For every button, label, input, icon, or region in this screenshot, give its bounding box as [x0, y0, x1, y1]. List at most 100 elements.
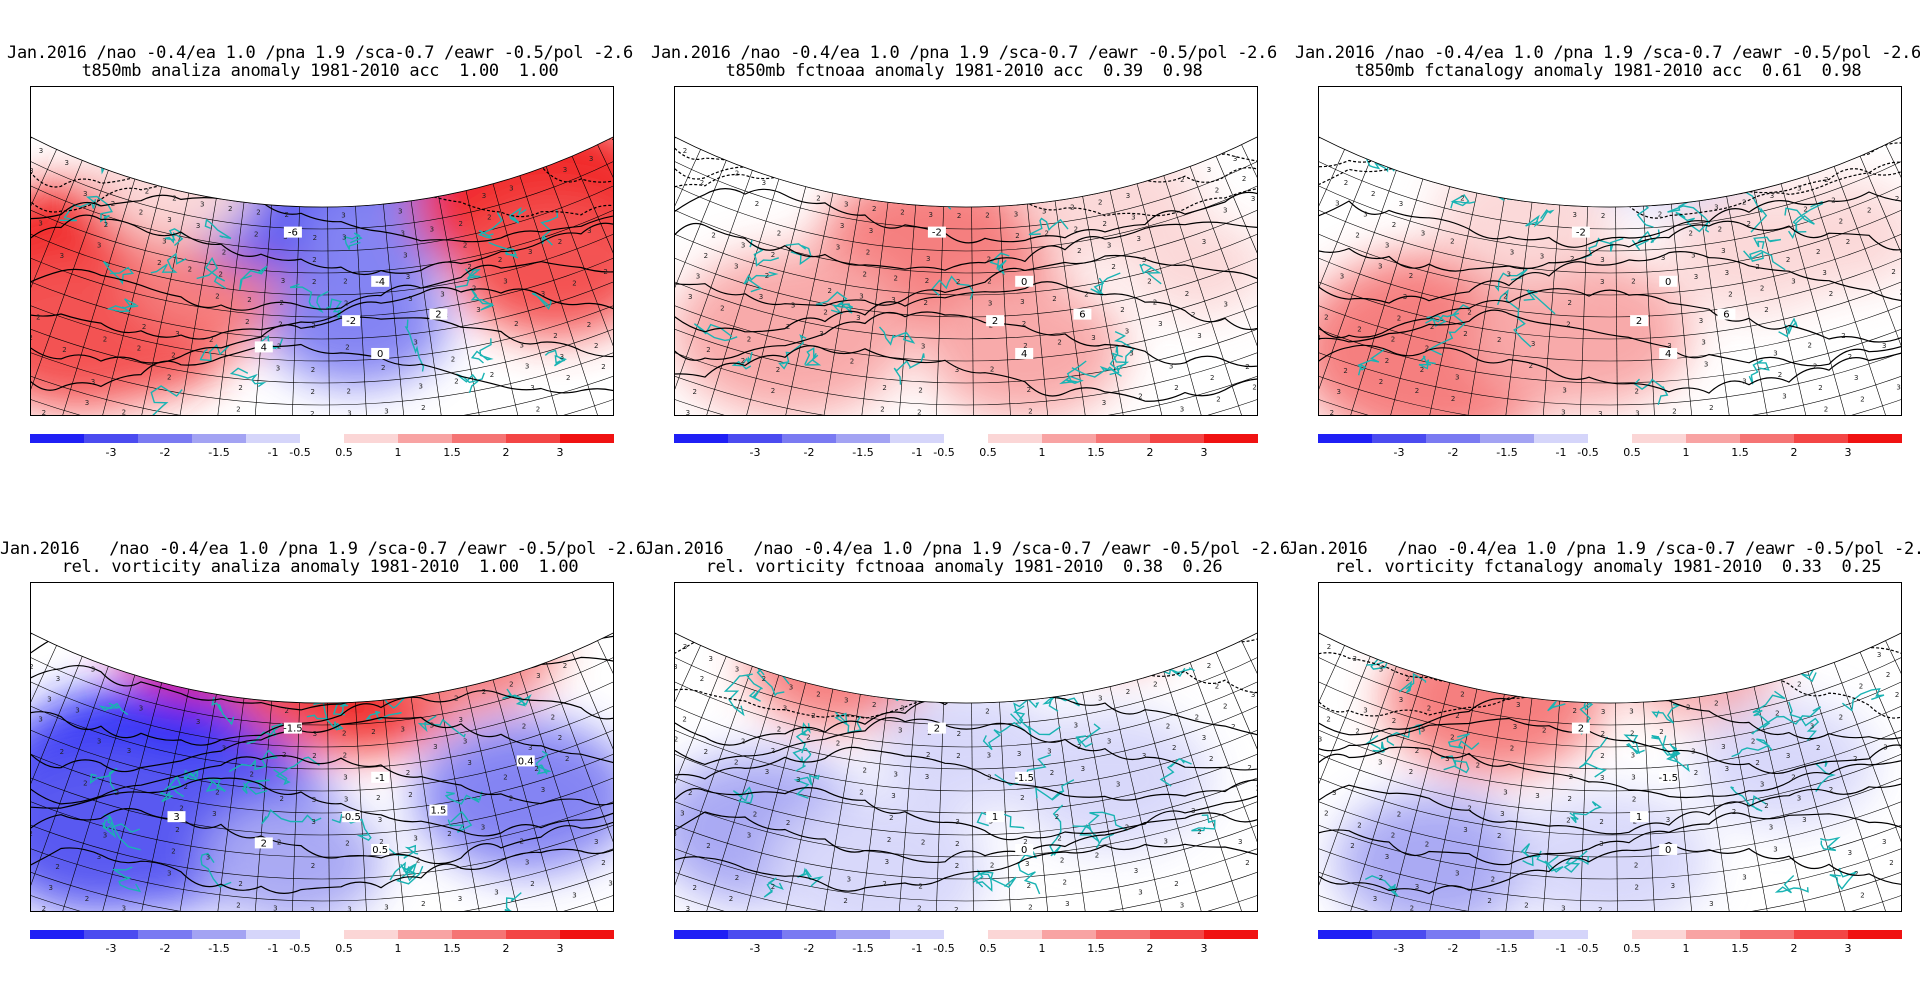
- grid-value: 2: [31, 334, 33, 342]
- grid-value: 2: [688, 789, 692, 797]
- grid-value: 2: [1460, 691, 1464, 699]
- colorbar-tick-label: -1.5: [208, 446, 229, 459]
- grid-value: 2: [1392, 221, 1396, 229]
- grid-value: 3: [1769, 824, 1773, 832]
- grid-value: 3: [1694, 273, 1698, 281]
- grid-value: 3: [65, 159, 69, 167]
- grid-value: 3: [1202, 238, 1206, 246]
- coastline: [1800, 138, 1823, 154]
- colorbar-tick-label: -3: [1394, 942, 1405, 955]
- coastline: [1543, 593, 1572, 608]
- coastline: [1469, 155, 1500, 173]
- grid-value: 2: [1430, 323, 1434, 331]
- grid-value: 3: [898, 727, 902, 735]
- grid-value: 2: [1467, 309, 1471, 317]
- colorbar-segment: [344, 434, 398, 443]
- panel-t850-fctnoaa: Jan.2016 /nao -0.4/ea 1.0 /pna 1.9 /sca-…: [644, 44, 1244, 504]
- map-canvas: 2233233232222222232222232232222233233222…: [1319, 87, 1901, 415]
- contour-label: -9.5: [312, 658, 332, 669]
- grid-value: 2: [111, 200, 115, 208]
- grid-value: 2: [421, 404, 425, 412]
- panel-title-line2: rel. vorticity fctanalogy anomaly 1981-2…: [1288, 558, 1920, 576]
- contour-label-box: [1601, 657, 1619, 668]
- grid-value: 3: [401, 229, 405, 237]
- grid-value: 2: [245, 318, 249, 326]
- coastline: [1683, 583, 1727, 610]
- grid-value: 3: [735, 666, 739, 674]
- panel-vorticity-fctnoaa: Jan.2016 /nao -0.4/ea 1.0 /pna 1.9 /sca-…: [644, 540, 1244, 1000]
- grid-value: 2: [675, 736, 678, 744]
- grid-value: 3: [312, 796, 316, 804]
- grid-value: 2: [823, 309, 827, 317]
- grid-value: 3: [413, 835, 417, 843]
- grid-value: 2: [1070, 204, 1074, 212]
- colorbar-segment: [836, 434, 890, 443]
- grid-value: 2: [520, 837, 524, 845]
- grid-value: 2: [1634, 862, 1638, 870]
- contour-label: -4: [932, 195, 942, 206]
- grid-value: 2: [700, 675, 704, 683]
- grid-value: 2: [1357, 821, 1361, 829]
- contour-label-box: [957, 161, 975, 172]
- panel-title-line2: t850mb analiza anomaly 1981-2010 acc 1.0…: [0, 62, 640, 80]
- grid-value: 3: [503, 277, 507, 285]
- grid-value: 2: [1797, 681, 1801, 689]
- grid-value: 2: [454, 377, 458, 385]
- grid-value: 2: [551, 713, 555, 721]
- contour-label: -1.5: [1014, 773, 1034, 784]
- grid-value: 3: [1107, 242, 1111, 250]
- panel-vorticity-analiza: Jan.2016 /nao -0.4/ea 1.0 /pna 1.9 /sca-…: [0, 540, 600, 1000]
- colorbar-tick-label: -0.5: [1577, 942, 1598, 955]
- colorbar-tick-label: 0.5: [1623, 446, 1641, 459]
- colorbar-tick-label: 0.5: [979, 942, 997, 955]
- map-frame: 2233323332223322222233232222333222233322…: [674, 86, 1258, 416]
- grid-value: 2: [1778, 371, 1782, 379]
- grid-value: 2: [1808, 341, 1812, 349]
- panel-title-line1: Jan.2016 /nao -0.4/ea 1.0 /pna 1.9 /sca-…: [644, 44, 1284, 62]
- grid-value: 2: [1425, 840, 1429, 848]
- grid-value: 3: [1629, 708, 1633, 716]
- grid-value: 2: [1824, 176, 1828, 184]
- grid-value: 2: [280, 795, 284, 803]
- colorbar-segment: [836, 930, 890, 939]
- grid-value: 2: [1210, 374, 1214, 382]
- grid-value: 3: [988, 300, 992, 308]
- grid-value: 2: [683, 147, 687, 155]
- colorbar-segment: [988, 434, 1042, 443]
- grid-value: 3: [765, 768, 769, 776]
- grid-value: 3: [343, 774, 347, 782]
- grid-value: 3: [430, 721, 434, 729]
- colorbar-tick-label: 2: [1791, 446, 1798, 459]
- grid-value: 2: [1126, 688, 1130, 696]
- grid-value: 3: [1742, 873, 1746, 881]
- grid-value: 3: [560, 353, 564, 361]
- grid-value: 3: [1562, 387, 1566, 395]
- grid-value: 3: [1126, 192, 1130, 200]
- contour-label: -0.5: [341, 812, 361, 823]
- grid-value: 2: [1215, 682, 1219, 690]
- grid-value: 2: [954, 906, 958, 911]
- grid-value: 2: [894, 274, 898, 282]
- contour-label: -6: [1605, 162, 1615, 173]
- grid-value: 2: [1747, 220, 1751, 228]
- grid-value: 2: [735, 874, 739, 882]
- coastline: [919, 181, 955, 209]
- grid-value: 3: [1134, 867, 1138, 875]
- grid-value: 3: [1379, 666, 1383, 674]
- contour-label-box: [928, 194, 946, 205]
- grid-value: 3: [39, 147, 43, 155]
- colorbar-tick-label: -0.5: [289, 942, 310, 955]
- grid-value: 2: [1409, 272, 1413, 280]
- contour-label: 0.5: [958, 658, 974, 669]
- contour-label: 6: [1723, 310, 1729, 321]
- colorbar-tick-label: -3: [106, 942, 117, 955]
- grid-value: 3: [759, 293, 763, 301]
- grid-value: 2: [1841, 332, 1845, 340]
- grid-value: 2: [1327, 643, 1331, 651]
- grid-value: 2: [247, 296, 251, 304]
- grid-value: 2: [1467, 805, 1471, 813]
- grid-value: 2: [1209, 755, 1213, 763]
- grid-value: 3: [1854, 374, 1858, 382]
- grid-value: 3: [1671, 882, 1675, 890]
